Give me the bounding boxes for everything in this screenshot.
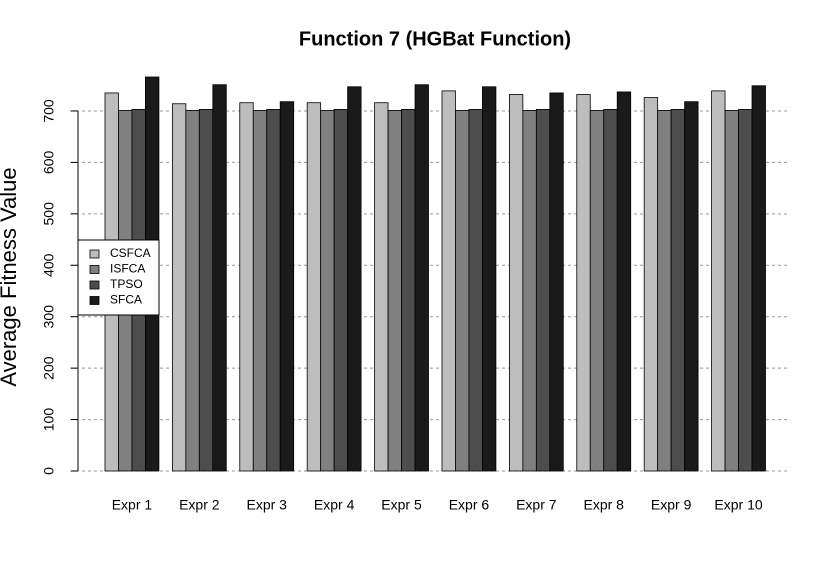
- y-tick-label: 400: [41, 253, 57, 277]
- y-tick-label: 300: [41, 305, 57, 329]
- bar: [387, 110, 402, 472]
- x-tick-label: Expr 10: [714, 497, 762, 513]
- bar: [684, 101, 699, 472]
- legend-swatch: [89, 280, 100, 290]
- x-tick-label: Expr 3: [247, 497, 288, 513]
- y-tick-label: 200: [41, 356, 57, 380]
- y-tick-label: 600: [41, 150, 57, 174]
- bar: [171, 103, 187, 472]
- bar: [657, 110, 672, 472]
- bar: [724, 110, 739, 472]
- bar: [266, 109, 281, 472]
- legend-label: SFCA: [110, 293, 142, 307]
- bar: [441, 90, 456, 472]
- bar: [185, 110, 200, 472]
- bar: [482, 86, 497, 472]
- bar: [414, 84, 429, 472]
- bar: [306, 102, 322, 472]
- legend-swatch: [89, 296, 100, 305]
- legend-label: ISFCA: [110, 262, 145, 276]
- y-tick-label: 100: [41, 408, 57, 432]
- bar: [239, 102, 254, 472]
- bar: [333, 109, 349, 472]
- x-tick-label: Expr 9: [651, 497, 692, 513]
- bar: [320, 110, 335, 472]
- bar: [711, 90, 726, 472]
- bar: [468, 109, 483, 472]
- x-tick-label: Expr 8: [584, 497, 625, 513]
- bar: [670, 109, 686, 472]
- bar: [347, 86, 362, 472]
- bar: [589, 110, 605, 472]
- legend-swatch: [89, 249, 100, 259]
- bar: [212, 84, 227, 472]
- y-tick-label: 500: [41, 202, 57, 226]
- bar: [522, 110, 537, 472]
- bar: [252, 110, 268, 472]
- bar: [455, 110, 470, 472]
- x-tick-label: Expr 1: [112, 497, 153, 513]
- y-tick-label: 700: [41, 99, 57, 123]
- legend-label: TPSO: [110, 277, 143, 291]
- bar: [603, 109, 618, 472]
- x-tick-label: Expr 7: [516, 497, 557, 513]
- x-tick-label: Expr 6: [449, 497, 490, 513]
- bar: [643, 97, 659, 472]
- bar: [616, 91, 632, 472]
- y-axis-label: Average Fitness Value: [0, 167, 21, 386]
- legend-label: CSFCA: [110, 246, 151, 260]
- bar: [751, 85, 766, 472]
- x-tick-label: Expr 2: [179, 497, 220, 513]
- legend-swatch: [89, 265, 100, 274]
- bar: [535, 109, 551, 472]
- bar: [549, 92, 564, 472]
- bar: [279, 101, 295, 472]
- chart-title: Function 7 (HGBat Function): [299, 28, 571, 50]
- bar: [401, 109, 416, 472]
- x-tick-label: Expr 4: [314, 497, 355, 513]
- bar: [508, 94, 524, 472]
- x-tick-label: Expr 5: [381, 497, 422, 513]
- bar: [576, 94, 591, 472]
- bar: [738, 109, 753, 472]
- bar: [198, 109, 214, 472]
- y-tick-label: 0: [41, 467, 57, 475]
- bar: [374, 102, 389, 472]
